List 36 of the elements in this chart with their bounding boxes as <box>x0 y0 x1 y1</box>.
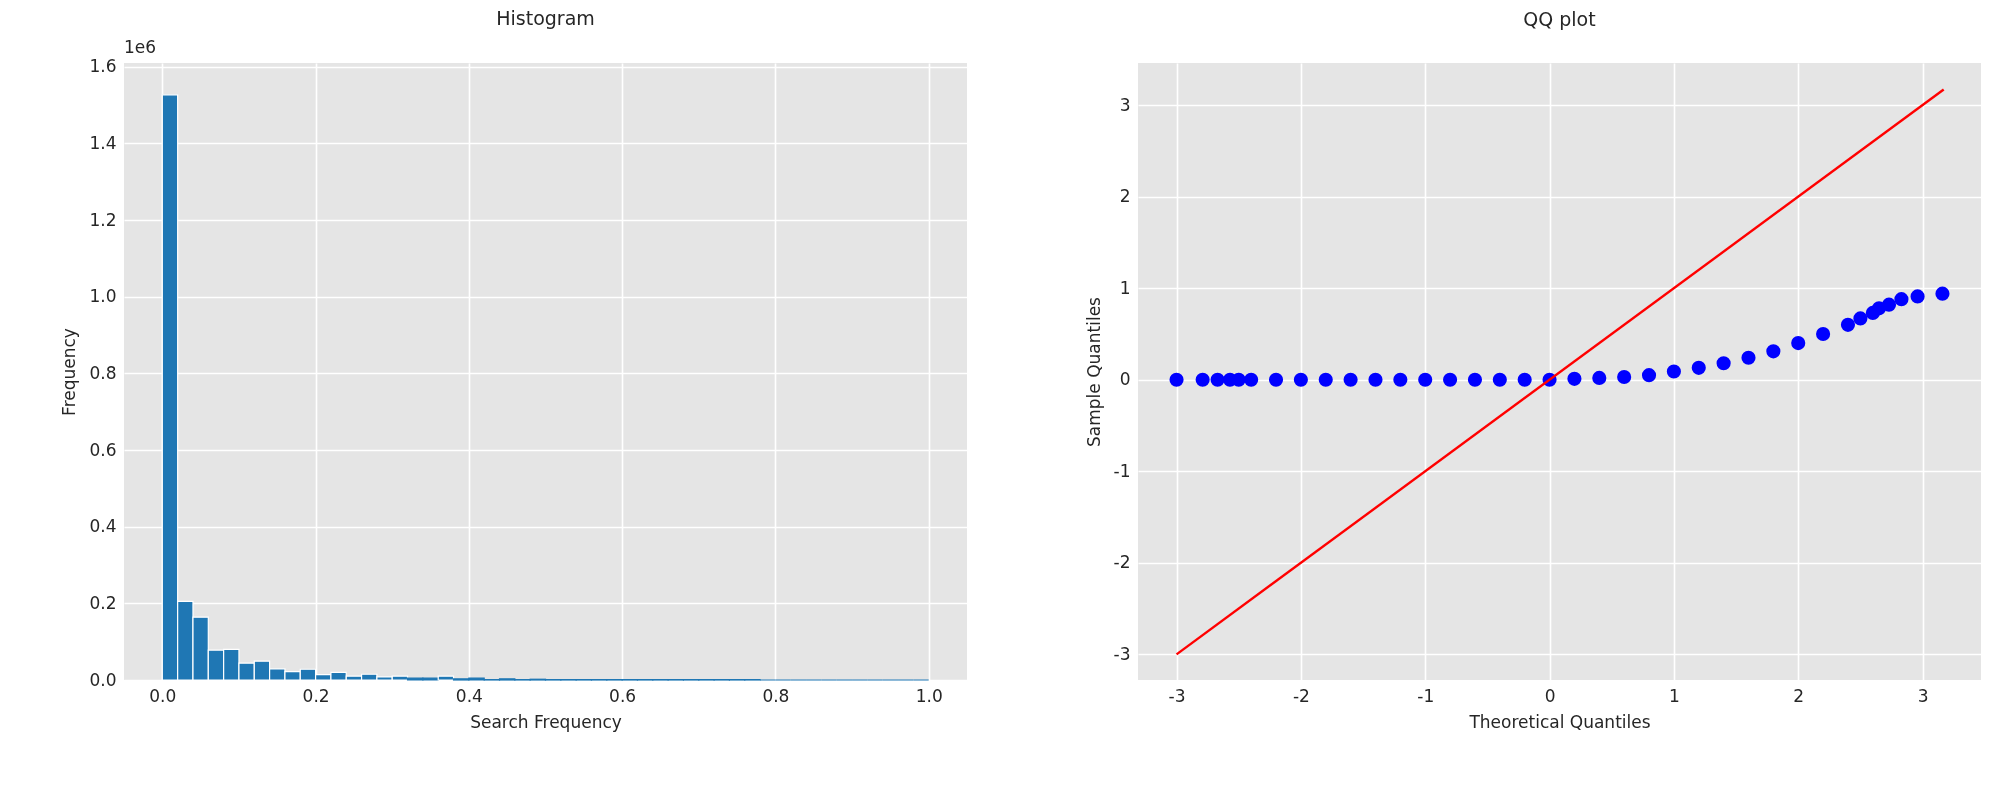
y-tick-label: 1.6 <box>89 56 117 77</box>
y-tick-label: -2 <box>1113 552 1131 573</box>
x-axis-title: Search Frequency <box>470 711 622 732</box>
chart-title: QQ plot <box>1523 8 1596 30</box>
y-tick-label: 2 <box>1119 186 1131 207</box>
x-tick-label: 0 <box>1544 685 1556 706</box>
y-tick-label: -3 <box>1113 643 1131 664</box>
x-tick-label: 0.6 <box>609 685 637 706</box>
y-tick-label: 0 <box>1119 369 1131 390</box>
y-tick-label: 0.0 <box>89 669 117 690</box>
x-tick-label: -2 <box>1292 685 1310 706</box>
chart-title: Histogram <box>496 7 595 29</box>
text: 1e6 <box>124 37 157 57</box>
y-tick-label: 0.6 <box>89 439 117 460</box>
y-axis-title: Frequency <box>59 328 80 416</box>
x-tick-label: -3 <box>1168 685 1186 706</box>
y-tick-label: -1 <box>1113 460 1131 481</box>
x-tick-label: -1 <box>1417 685 1435 706</box>
x-tick-label: 1 <box>1668 685 1680 706</box>
y-tick-label: 0.2 <box>89 592 117 613</box>
y-tick-label: 0.8 <box>89 362 117 383</box>
y-tick-label: 3 <box>1119 94 1131 115</box>
x-tick-label: 3 <box>1917 685 1929 706</box>
x-tick-label: 0.0 <box>149 685 177 706</box>
y-tick-label: 1.4 <box>89 132 117 153</box>
y-tick-label: 1.2 <box>89 209 117 230</box>
y-tick-label: 1.0 <box>89 286 117 307</box>
x-axis-title: Theoretical Quantiles <box>1468 711 1651 732</box>
y-tick-label: 1 <box>1119 277 1131 298</box>
y-tick-label: 0.4 <box>89 516 117 537</box>
x-tick-label: 1.0 <box>915 685 943 706</box>
y-axis-title: Sample Quantiles <box>1083 296 1104 447</box>
x-tick-label: 0.2 <box>302 685 330 706</box>
x-tick-label: 0.4 <box>455 685 483 706</box>
x-tick-label: 2 <box>1793 685 1805 706</box>
x-tick-label: 0.8 <box>762 685 790 706</box>
